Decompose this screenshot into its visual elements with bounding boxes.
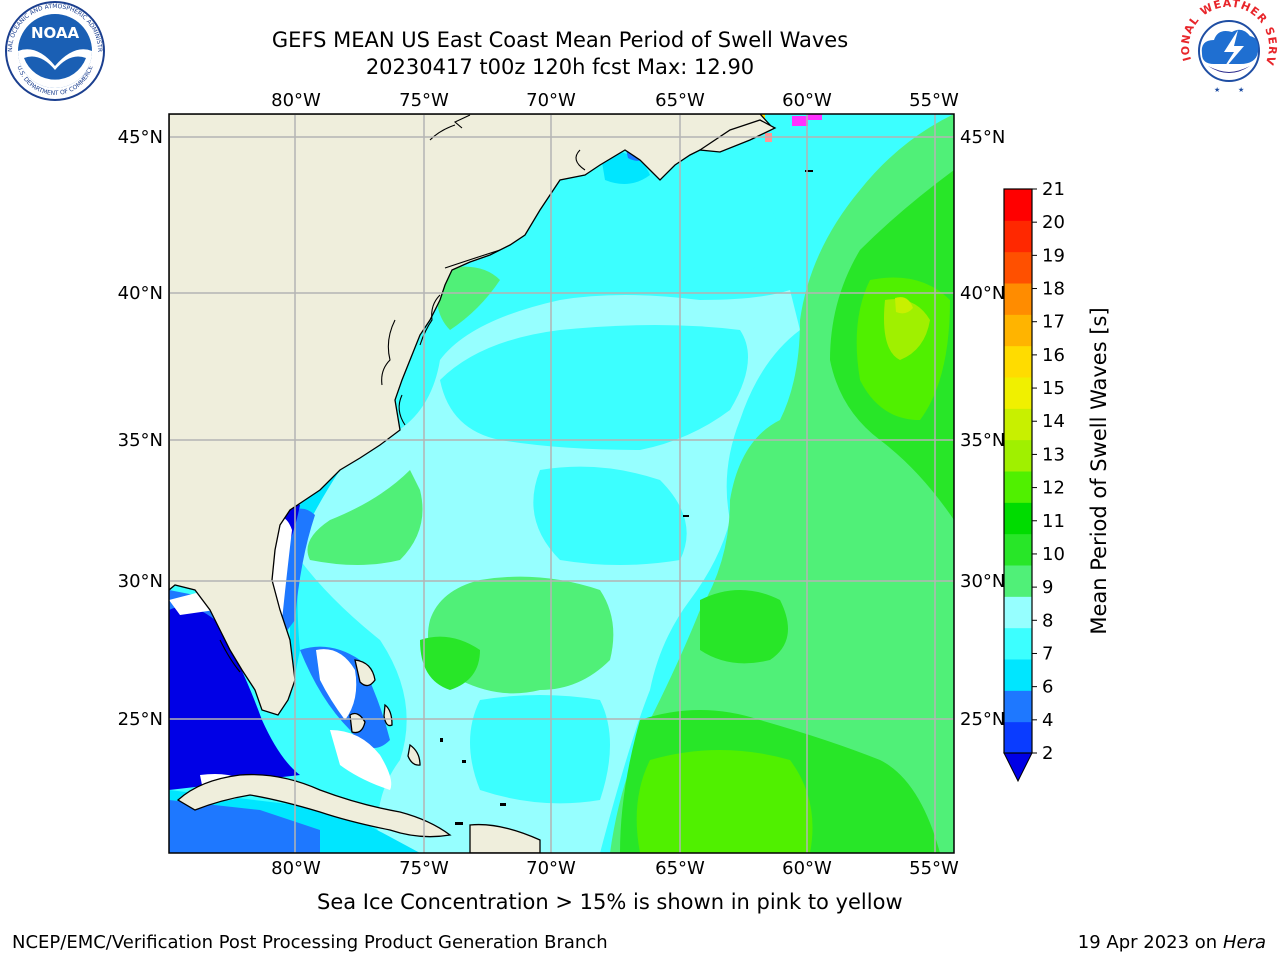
lat-label-left: 35°N	[118, 430, 163, 451]
colorbar-frame	[1003, 188, 1033, 754]
colorbar-swatch	[1004, 408, 1032, 441]
nova-scotia	[698, 119, 777, 153]
swell-7-8s-region	[440, 136, 780, 804]
lat-labels-left: 45°N 40°N 35°N 30°N 25°N	[118, 127, 163, 730]
colorbar-tick-label: 20	[1042, 212, 1065, 233]
lat-label-left: 30°N	[118, 571, 163, 592]
colorbar-swatch	[1004, 251, 1032, 284]
colorbar-tick-label: 16	[1042, 345, 1065, 366]
lon-label-top: 80°W	[271, 90, 321, 111]
colorbar: 2 4 6 7 8 9 10 11 12 13 14 15 16 17 18 19 20 21	[1003, 179, 1065, 783]
lat-label-right: 30°N	[960, 571, 1005, 592]
colorbar-swatch	[1004, 189, 1032, 221]
colorbar-tick-label: 15	[1042, 378, 1065, 399]
lon-labels-top: 80°W 75°W 70°W 65°W 60°W 55°W	[271, 90, 959, 111]
colorbar-tick-label: 13	[1042, 444, 1065, 465]
chart-title: GEFS MEAN US East Coast Mean Period of S…	[271, 28, 849, 52]
colorbar-swatch	[1004, 220, 1032, 253]
colorbar-under-triangle	[1003, 752, 1033, 783]
small-islands	[440, 170, 813, 825]
colorbar-swatch	[1004, 627, 1032, 660]
cuba	[176, 773, 452, 838]
colorbar-tick-label: 8	[1042, 610, 1053, 631]
noaa-logo-text: NOAA	[31, 24, 80, 42]
lon-labels-bottom: 80°W 75°W 70°W 65°W 60°W 55°W	[271, 858, 959, 879]
nws-logo: NATIONAL WEATHER SERVICE ★ ★	[1178, 0, 1278, 99]
svg-text:★: ★	[1214, 86, 1220, 94]
colorbar-tick-label: 21	[1042, 179, 1065, 200]
colorbar-swatch	[1004, 502, 1032, 535]
caption: Sea Ice Concentration > 15% is shown in …	[317, 890, 903, 914]
colorbar-swatch	[1004, 565, 1032, 597]
colorbar-swatch	[1004, 283, 1032, 315]
lon-label-bottom: 80°W	[271, 858, 321, 879]
lat-label-left: 45°N	[118, 127, 163, 148]
colorbar-swatch	[1004, 721, 1032, 754]
colorbar-tick-label: 14	[1042, 411, 1065, 432]
colorbar-swatch	[1004, 471, 1032, 503]
noaa-logo: NATIONAL OCEANIC AND ATMOSPHERIC ADMINIS…	[4, 0, 105, 101]
lat-label-right: 40°N	[960, 283, 1005, 304]
colorbar-tick-label: 7	[1042, 643, 1053, 664]
bahamas-abaco	[354, 659, 376, 687]
colorbar-tick-label: 2	[1042, 743, 1053, 764]
footer-credit: NCEP/EMC/Verification Post Processing Pr…	[12, 932, 608, 953]
colorbar-tick-label: 17	[1042, 312, 1065, 333]
chart-subtitle: 20230417 t00z 120h fcst Max: 12.90	[365, 55, 755, 79]
colorbar-tick-label: 19	[1042, 245, 1065, 266]
lon-label-top: 70°W	[526, 90, 576, 111]
lat-label-right: 25°N	[960, 709, 1005, 730]
bahamas-south	[407, 743, 421, 766]
north-america-coast	[169, 114, 772, 716]
colorbar-tick-label: 10	[1042, 544, 1065, 565]
hispaniola	[469, 823, 541, 853]
lat-label-left: 25°N	[118, 709, 163, 730]
svg-text:★: ★	[1238, 86, 1244, 94]
lon-label-top: 60°W	[782, 90, 832, 111]
lon-label-bottom: 75°W	[399, 858, 449, 879]
colorbar-tick-label: 11	[1042, 511, 1065, 532]
lon-label-bottom: 55°W	[909, 858, 959, 879]
footer-date-text: 19 Apr 2023 on	[1077, 932, 1223, 953]
coastline-details	[219, 114, 586, 673]
lon-label-bottom: 65°W	[655, 858, 705, 879]
graticule	[169, 114, 954, 853]
swell-max-region	[895, 297, 913, 314]
map-plot-area	[169, 114, 954, 853]
colorbar-tick-label: 18	[1042, 279, 1065, 300]
colorbar-tick-label: 4	[1042, 710, 1053, 731]
colorbar-swatch	[1004, 533, 1032, 566]
colorbar-swatch	[1004, 439, 1032, 472]
colorbar-swatch	[1004, 377, 1032, 409]
colorbar-swatch	[1004, 345, 1032, 378]
lat-label-right: 45°N	[960, 127, 1005, 148]
footer-date: 19 Apr 2023 on Hera	[1078, 932, 1266, 953]
footer-machine: Hera	[1222, 932, 1266, 953]
colorbar-swatch	[1004, 690, 1032, 723]
land-areas	[169, 114, 777, 853]
map-frame	[168, 113, 955, 854]
lon-label-top: 55°W	[909, 90, 959, 111]
lat-label-left: 40°N	[118, 283, 163, 304]
colorbar-tick-label: 12	[1042, 478, 1065, 499]
colorbar-label: Mean Period of Swell Waves [s]	[1087, 307, 1111, 634]
lat-label-right: 35°N	[960, 430, 1005, 451]
colorbar-swatch	[1004, 596, 1032, 629]
lon-label-bottom: 70°W	[526, 858, 576, 879]
lat-labels-right: 45°N 40°N 35°N 30°N 25°N	[960, 127, 1005, 730]
lon-label-bottom: 60°W	[782, 858, 832, 879]
lon-label-top: 65°W	[655, 90, 705, 111]
swell-12-13s-region	[884, 299, 930, 360]
colorbar-tick-label: 6	[1042, 677, 1053, 698]
lon-label-top: 75°W	[399, 90, 449, 111]
colorbar-tick-label: 9	[1042, 577, 1053, 598]
bahamas-eleuthera	[383, 703, 393, 727]
colorbar-swatch	[1004, 659, 1032, 691]
colorbar-swatch	[1004, 314, 1032, 347]
